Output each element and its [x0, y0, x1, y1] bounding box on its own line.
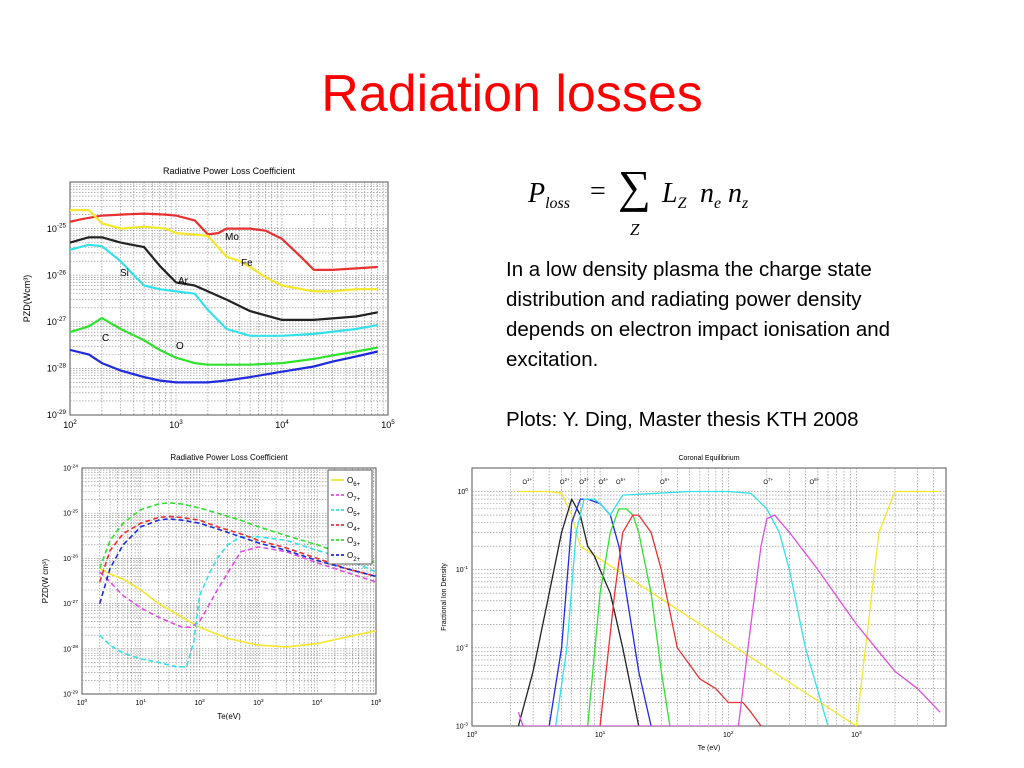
c1-annotation-O: O	[176, 341, 184, 352]
c2-legend-label-0: O6+	[347, 476, 361, 488]
c1-y-axis-label: PZD(Wcm³)	[22, 275, 32, 322]
c3-ion-labels: O1+ O2+ O3+ O4+ O5+ O6+ O7+ O8+	[522, 477, 819, 486]
c1-annotation-Mo: Mo	[225, 232, 239, 243]
c1-y-tick-label: 10-26	[47, 269, 67, 280]
c1-annotation-Si: Si	[120, 268, 129, 279]
c3-y-tick-label: 10-1	[456, 565, 468, 574]
c2-x-tick-label: 105	[371, 698, 382, 707]
c2-legend-label-5: O2+	[347, 551, 361, 563]
c3-y-tick-label: 10-3	[456, 721, 468, 730]
c2-grid	[82, 468, 376, 694]
c1-series-line-3	[70, 243, 378, 337]
c1-series-line-0	[70, 212, 378, 272]
c2-series-line-0	[99, 567, 376, 648]
c1-y-tick-label: 10-29	[47, 409, 67, 420]
power-loss-formula: Ploss = ∑ Z LZ ne nz	[522, 161, 772, 244]
c3-ion-label-4: O5+	[616, 477, 626, 486]
c1-y-tick-label: 10-28	[47, 363, 67, 374]
c2-x-tick-label: 100	[77, 698, 88, 707]
formula-lhs: Ploss	[528, 178, 571, 212]
c2-series-line-5	[98, 518, 376, 604]
c2-y-axis-label: PZD(W cm³)	[41, 558, 50, 603]
c2-series-line-4	[98, 501, 376, 569]
formula-term-ne: ne	[700, 178, 722, 212]
c1-series-group	[70, 208, 378, 384]
plot-credit: Plots: Y. Ding, Master thesis KTH 2008	[506, 408, 859, 431]
chart-power-loss-elements: Radiative Power Loss Coefficient 102 103 10…	[22, 166, 395, 430]
c2-legend-label-4: O3+	[347, 536, 361, 548]
c2-y-tick-label: 10-27	[63, 599, 78, 608]
sum-symbol: ∑	[618, 161, 651, 212]
c3-ion-label-7: O8+	[810, 477, 820, 486]
c3-series-line-0	[518, 490, 941, 726]
c2-series-group	[98, 501, 376, 668]
formula-term-lz: LZ	[662, 178, 687, 212]
c1-series-line-5	[70, 348, 378, 384]
c3-ion-label-6: O7+	[763, 477, 773, 486]
c2-y-tick-label: 10-25	[63, 509, 78, 518]
c3-x-tick-label: 103	[851, 730, 862, 739]
c3-series-line-5	[599, 514, 762, 726]
c1-series-line-1	[70, 208, 378, 293]
c1-y-tick-label: 10-27	[47, 316, 67, 327]
c1-x-tick-label: 104	[275, 419, 289, 430]
slide-title: Radiation losses	[321, 65, 703, 123]
c1-annotation-C: C	[102, 333, 109, 344]
c2-y-tick-label: 10-26	[63, 554, 78, 563]
c1-x-tick-label: 103	[169, 419, 183, 430]
c3-series-group	[517, 490, 941, 726]
c3-y-axis-label: Fractional Ion Density	[441, 563, 448, 631]
c1-annotation-Ar: Ar	[178, 276, 189, 287]
c2-plot-area	[81, 467, 377, 695]
c2-legend-label-2: O5+	[347, 506, 361, 518]
c2-legend-label-1: O7+	[347, 491, 361, 503]
c3-chart-title: Coronal Equilibrium	[678, 455, 739, 462]
c3-x-tick-label: 102	[723, 730, 734, 739]
c1-annotation-Fe: Fe	[241, 258, 253, 269]
c1-series-line-2	[70, 236, 378, 321]
c2-x-tick-label: 104	[312, 698, 323, 707]
c2-legend-box	[327, 469, 373, 565]
c2-legend-label-3: O4+	[347, 521, 361, 533]
c3-series-line-3	[555, 490, 829, 726]
c1-chart-title: Radiative Power Loss Coefficient	[163, 166, 295, 176]
c2-legend: O6+ O7+ O5+ O4+ O3+ O2+	[327, 469, 373, 565]
c3-ion-label-0: O1+	[522, 477, 532, 486]
c3-series-line-1	[517, 498, 640, 726]
c3-x-tick-label: 101	[595, 730, 606, 739]
description-text: In a low density plasma the charge state…	[506, 258, 891, 371]
c2-y-tick-label: 10-28	[63, 644, 78, 653]
formula-term-nz: nz	[728, 178, 749, 212]
c1-series-line-4	[70, 317, 378, 366]
c2-x-axis-label: Te(eV)	[217, 712, 241, 720]
c2-series-line-1	[99, 546, 376, 628]
formula-equals: =	[590, 176, 606, 207]
c3-plot-area	[471, 467, 947, 727]
c3-series-line-4	[587, 508, 671, 726]
c2-x-tick-label: 103	[253, 698, 264, 707]
c3-ion-label-1: O2+	[560, 477, 570, 486]
c3-x-tick-label: 100	[467, 730, 478, 739]
c1-plot-area	[69, 181, 389, 416]
chart-power-loss-oxygen-ions: Radiative Power Loss Coefficient 100 101 10…	[41, 453, 382, 720]
c2-chart-title: Radiative Power Loss Coefficient	[170, 453, 288, 462]
sum-index: Z	[630, 220, 640, 239]
chart-coronal-equilibrium: Coronal Equilibrium 100 101 102 103 10-3 10-2 1…	[441, 455, 947, 752]
c3-ion-label-3: O4+	[598, 477, 608, 486]
c3-y-tick-label: 10-2	[456, 643, 468, 652]
c3-ion-label-2: O3+	[579, 477, 589, 486]
c1-y-tick-label: 10-25	[47, 223, 67, 234]
c3-x-axis-label: Te (eV)	[698, 745, 721, 752]
c2-series-line-2	[99, 536, 376, 668]
c2-y-tick-label: 10-29	[63, 689, 78, 698]
c1-x-tick-label: 105	[381, 419, 395, 430]
c3-y-tick-label: 100	[457, 487, 468, 496]
c2-y-tick-label: 10-24	[63, 463, 78, 472]
c3-series-line-6	[517, 514, 941, 726]
c2-x-tick-label: 102	[194, 698, 205, 707]
c2-x-tick-label: 101	[136, 698, 147, 707]
c3-ion-label-5: O6+	[660, 477, 670, 486]
c1-x-tick-label: 102	[63, 419, 77, 430]
